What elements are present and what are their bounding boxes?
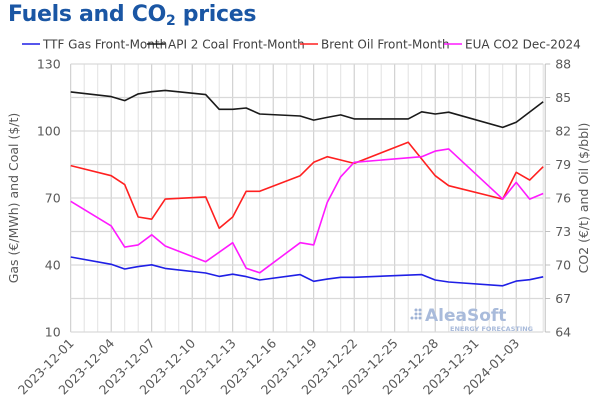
legend-label-ttf-gas-front-month: TTF Gas Front-Month [42,38,167,52]
series-line-api-2-coal-front-month [70,89,544,129]
series-line-eua-co2-dec-2024 [70,148,544,274]
y-tick-label: 70 [45,191,61,206]
legend-label-eua-co2-dec-2024: EUA CO2 Dec-2024 [465,38,581,52]
y2-tick-label: 64 [555,325,571,340]
legend-label-api-2-coal-front-month: API 2 Coal Front-Month [168,38,305,52]
y-tick-label: 40 [45,258,61,273]
y2-tick-label: 70 [555,258,571,273]
y2-tick-label: 79 [555,157,571,172]
watermark-logo-dot [414,308,418,312]
y-tick-label: 100 [37,124,61,139]
axes: 1040701001306467707376798285882023-12-01… [6,57,591,398]
legend-label-brent-oil-front-month: Brent Oil Front-Month [321,38,450,52]
legend: TTF Gas Front-Month API 2 Coal Front-Mont… [22,38,581,52]
y-tick-label: 130 [37,57,61,72]
watermark-logo-dot [418,316,422,320]
y2-tick-label: 82 [555,124,571,139]
watermark-logo-dot [414,316,418,320]
watermark-logo-dot [418,312,422,316]
grid [70,63,544,333]
series-line-ttf-gas-front-month [70,256,544,287]
watermark-tagline: ENERGY FORECASTING [450,325,533,333]
chart-title: Fuels and CO2 prices [8,2,257,29]
series-line-brent-oil-front-month [70,141,544,229]
title-subscript: 2 [165,13,176,29]
watermark-brand: AleaSoft [425,306,506,326]
watermark-logo-dot [418,308,422,312]
series-lines [70,89,544,287]
y2-tick-label: 88 [555,57,571,72]
y-tick-label: 10 [45,325,61,340]
watermark-logo-dot [414,312,418,316]
title-tail: prices [175,2,257,27]
y2-tick-label: 85 [555,90,571,105]
y-axis-label: Gas (€/MWh) and Coal ($/t) [6,113,21,284]
y2-tick-label: 67 [555,291,571,306]
title-text: Fuels and CO [8,2,166,27]
watermark-logo-dot [410,316,414,320]
y2-tick-label: 76 [555,191,571,206]
y2-tick-label: 73 [555,224,571,239]
y2-axis-label: CO2 (€/t) and Oil ($/bbl) [576,123,591,274]
